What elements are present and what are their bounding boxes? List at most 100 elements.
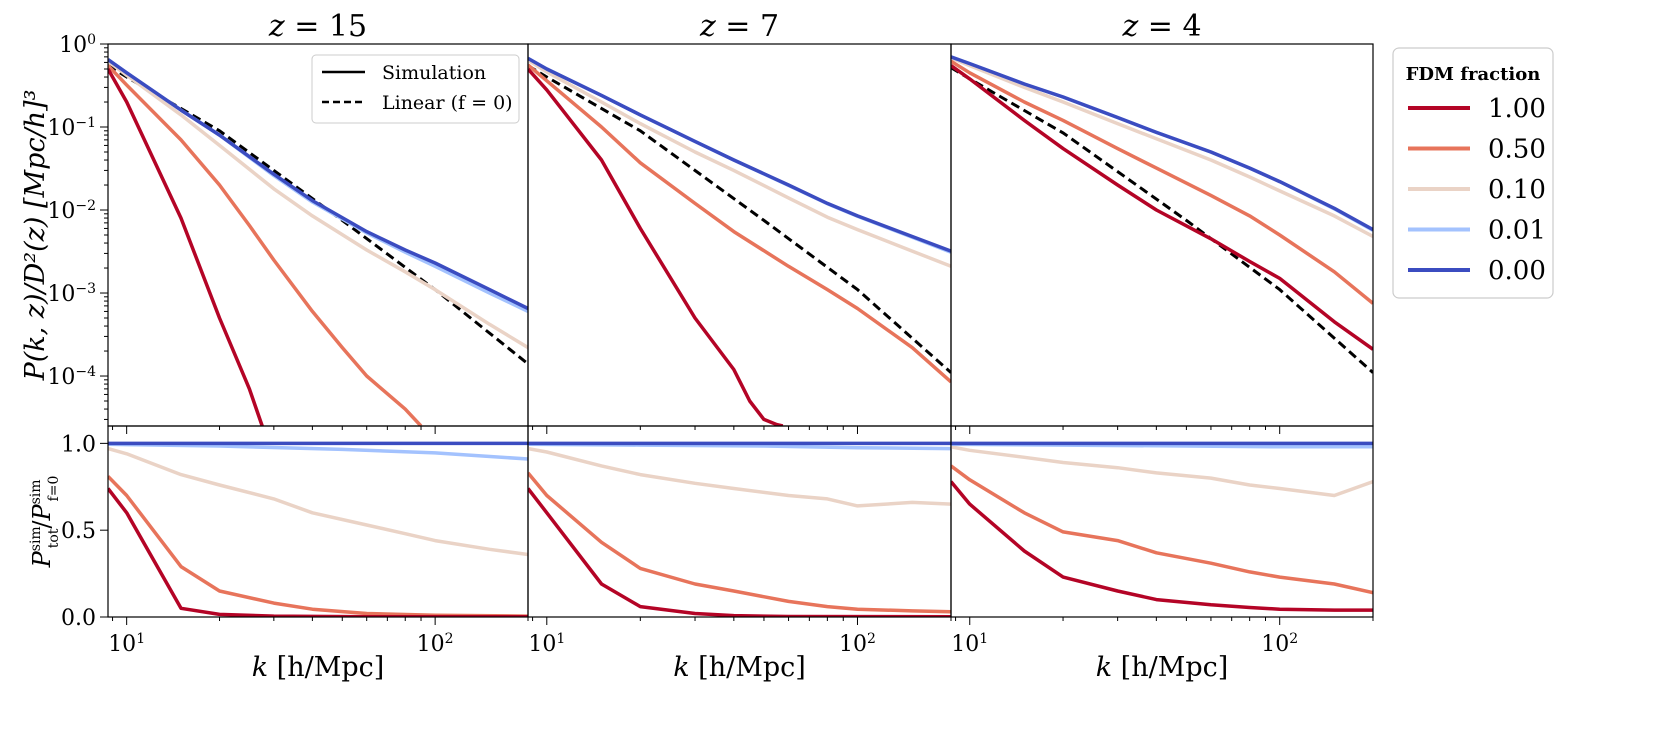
series-line-f000 [108, 58, 528, 311]
bottom-plot-lines [528, 441, 951, 617]
panel-title-eq: = [716, 9, 760, 44]
y-tick-label-top: 10−3 [47, 281, 96, 307]
x-axis-label: k [h/Mpc] [252, 652, 385, 683]
panel-title-eq: = [1138, 9, 1182, 44]
series-line-f001 [528, 56, 951, 254]
panel-title-var: z [699, 9, 716, 44]
x-tick-label: 102 [1261, 631, 1298, 657]
x-axis-label-unit: [h/Mpc] [1112, 652, 1228, 683]
panel-title-value: 7 [760, 9, 779, 44]
x-tick-label: 101 [528, 631, 565, 657]
panel-title: z = 15 [268, 9, 367, 44]
series-line-f050 [951, 59, 1373, 305]
y-tick-label-base: 10 [47, 116, 75, 141]
x-tick-label-base: 10 [417, 632, 445, 657]
y-tick-label-top: 10−4 [47, 364, 96, 390]
panel-title-value: 15 [329, 9, 367, 44]
panel-title-var: z [1121, 9, 1138, 44]
x-tick-label: 102 [839, 631, 876, 657]
series-line-f100 [951, 64, 1373, 351]
panel-title-value: 4 [1182, 9, 1201, 44]
style-legend-label: Simulation [382, 62, 486, 84]
panel-title: z = 7 [699, 9, 779, 44]
fraction-legend-box [1392, 47, 1554, 299]
ratio-label-sup1: sim [28, 526, 44, 551]
top-plot-lines [108, 58, 528, 426]
x-tick-label-base: 10 [1261, 632, 1289, 657]
ratio-label-P1: P [28, 550, 56, 568]
series-line-f010 [951, 56, 1373, 239]
ratio-line-f010 [951, 445, 1373, 498]
x-tick-label: 102 [417, 631, 454, 657]
bottom-plot-lines [108, 441, 528, 617]
y-tick-label-top: 10−1 [47, 115, 96, 141]
x-axis-label-var: k [673, 652, 689, 683]
bottom-axes-frame [527, 425, 952, 618]
y-axis-label-top: P(k, z)/D²(z) [Mpc/h]³ [20, 90, 51, 382]
x-tick-label-exp: 1 [979, 631, 988, 647]
ratio-label-sub1: tot [46, 528, 62, 548]
fraction-legend: FDM fraction 1.00 0.50 0.10 0.01 0.00 [1392, 47, 1554, 299]
ratio-line-f100 [528, 487, 951, 617]
series-line-f100 [528, 67, 784, 426]
style-legend: Simulation Linear (f = 0) [311, 54, 520, 124]
x-tick-label-exp: 1 [136, 631, 145, 647]
top-plot-lines [528, 56, 951, 426]
ratio-line-f050 [528, 471, 951, 614]
panel-title: z = 4 [1121, 9, 1201, 44]
ratio-line-f050 [951, 464, 1373, 595]
x-tick-label-exp: 2 [1289, 631, 1298, 647]
series-line-f050 [528, 63, 951, 384]
y-tick-label-exp: −4 [75, 364, 96, 380]
ratio-line-f001 [108, 442, 528, 461]
y-tick-label-bottom: 1.0 [61, 432, 96, 457]
ratio-line-f050 [108, 475, 528, 617]
fraction-legend-label: 0.10 [1488, 175, 1546, 205]
ratio-label-P2: P [28, 504, 56, 522]
series-line-f000 [528, 56, 951, 253]
ratio-label-sub2: f=0 [46, 476, 62, 502]
y-tick-label-exp: −3 [75, 281, 96, 297]
y-tick-label-bottom: 0.0 [61, 606, 96, 631]
fraction-legend-label: 0.50 [1488, 135, 1546, 165]
series-line-f010 [528, 58, 951, 268]
x-tick-label-base: 10 [108, 632, 136, 657]
y-tick-label-base: 10 [47, 199, 75, 224]
x-axis-label-var: k [252, 652, 268, 683]
panel-title-var: z [268, 9, 285, 44]
y-tick-label-base: 10 [47, 365, 75, 390]
y-tick-label-exp: −1 [75, 115, 96, 131]
y-axis-label-bottom: Psim tot/Psim f=0 [28, 476, 62, 569]
x-axis-label: k [h/Mpc] [1096, 652, 1229, 683]
bottom-plot-lines [951, 441, 1373, 612]
series-line-f000 [951, 55, 1373, 232]
x-tick-label-base: 10 [528, 632, 556, 657]
top-plot-lines [951, 55, 1373, 374]
fraction-legend-title: FDM fraction [1406, 64, 1541, 85]
series-line-f010 [108, 59, 528, 350]
x-tick-label-base: 10 [951, 632, 979, 657]
x-axis-label: k [h/Mpc] [673, 652, 806, 683]
y-tick-label-exp: 0 [87, 32, 96, 48]
style-legend-label: Linear (f = 0) [382, 92, 513, 114]
y-tick-label-base: 10 [47, 282, 75, 307]
top-axes-frame [950, 43, 1374, 427]
series-linear-line [528, 64, 951, 374]
y-tick-label-top: 100 [59, 32, 96, 58]
series-line-f100 [108, 68, 264, 426]
y-tick-label-exp: −2 [75, 198, 96, 214]
x-tick-label-exp: 1 [556, 631, 565, 647]
x-tick-label: 101 [108, 631, 145, 657]
ratio-line-f010 [108, 446, 528, 557]
fraction-legend-label: 1.00 [1488, 94, 1546, 124]
series-line-f050 [108, 64, 423, 426]
ratio-line-f010 [528, 446, 951, 508]
x-tick-label-base: 10 [839, 632, 867, 657]
fraction-legend-label: 0.01 [1488, 216, 1546, 246]
y-tick-label-base: 10 [59, 33, 87, 58]
x-axis-label-var: k [1096, 652, 1112, 683]
